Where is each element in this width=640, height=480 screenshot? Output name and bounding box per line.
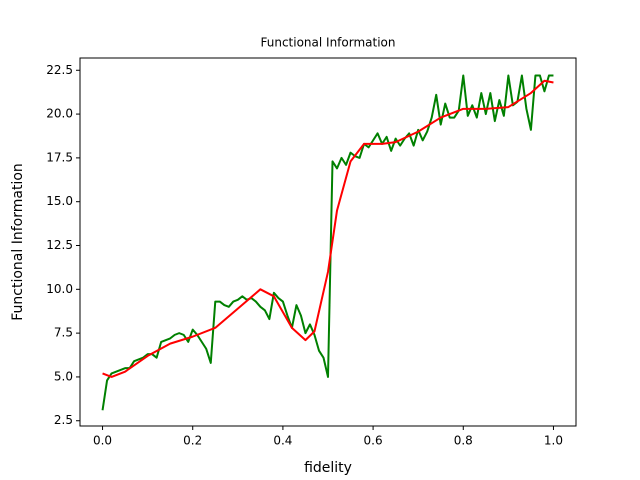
line-series (101, 74, 554, 411)
y-tick-label: 20.0 (46, 107, 73, 121)
y-tick-label: 15.0 (46, 194, 73, 208)
line-series (102, 79, 554, 378)
y-tick-label: 12.5 (46, 238, 73, 252)
y-axis-label: Functional Information (10, 163, 26, 321)
y-tick-label: 22.5 (46, 63, 73, 77)
y-tick-label: 2.5 (54, 413, 73, 427)
y-tick-label: 5.0 (54, 369, 73, 383)
x-tick-label: 0.2 (183, 434, 202, 448)
x-tick-label: 0.6 (364, 434, 383, 448)
y-tick-label: 10.0 (46, 282, 73, 296)
chart-title: Functional Information (260, 36, 395, 50)
x-tick-label: 0.0 (93, 434, 112, 448)
y-tick-label: 17.5 (46, 150, 73, 164)
x-tick-label: 0.4 (273, 434, 292, 448)
x-tick-label: 1.0 (544, 434, 563, 448)
x-tick-label: 0.8 (454, 434, 473, 448)
x-axis-label: fidelity (304, 460, 352, 476)
plot-frame (79, 57, 577, 427)
y-tick-label: 7.5 (54, 326, 73, 340)
